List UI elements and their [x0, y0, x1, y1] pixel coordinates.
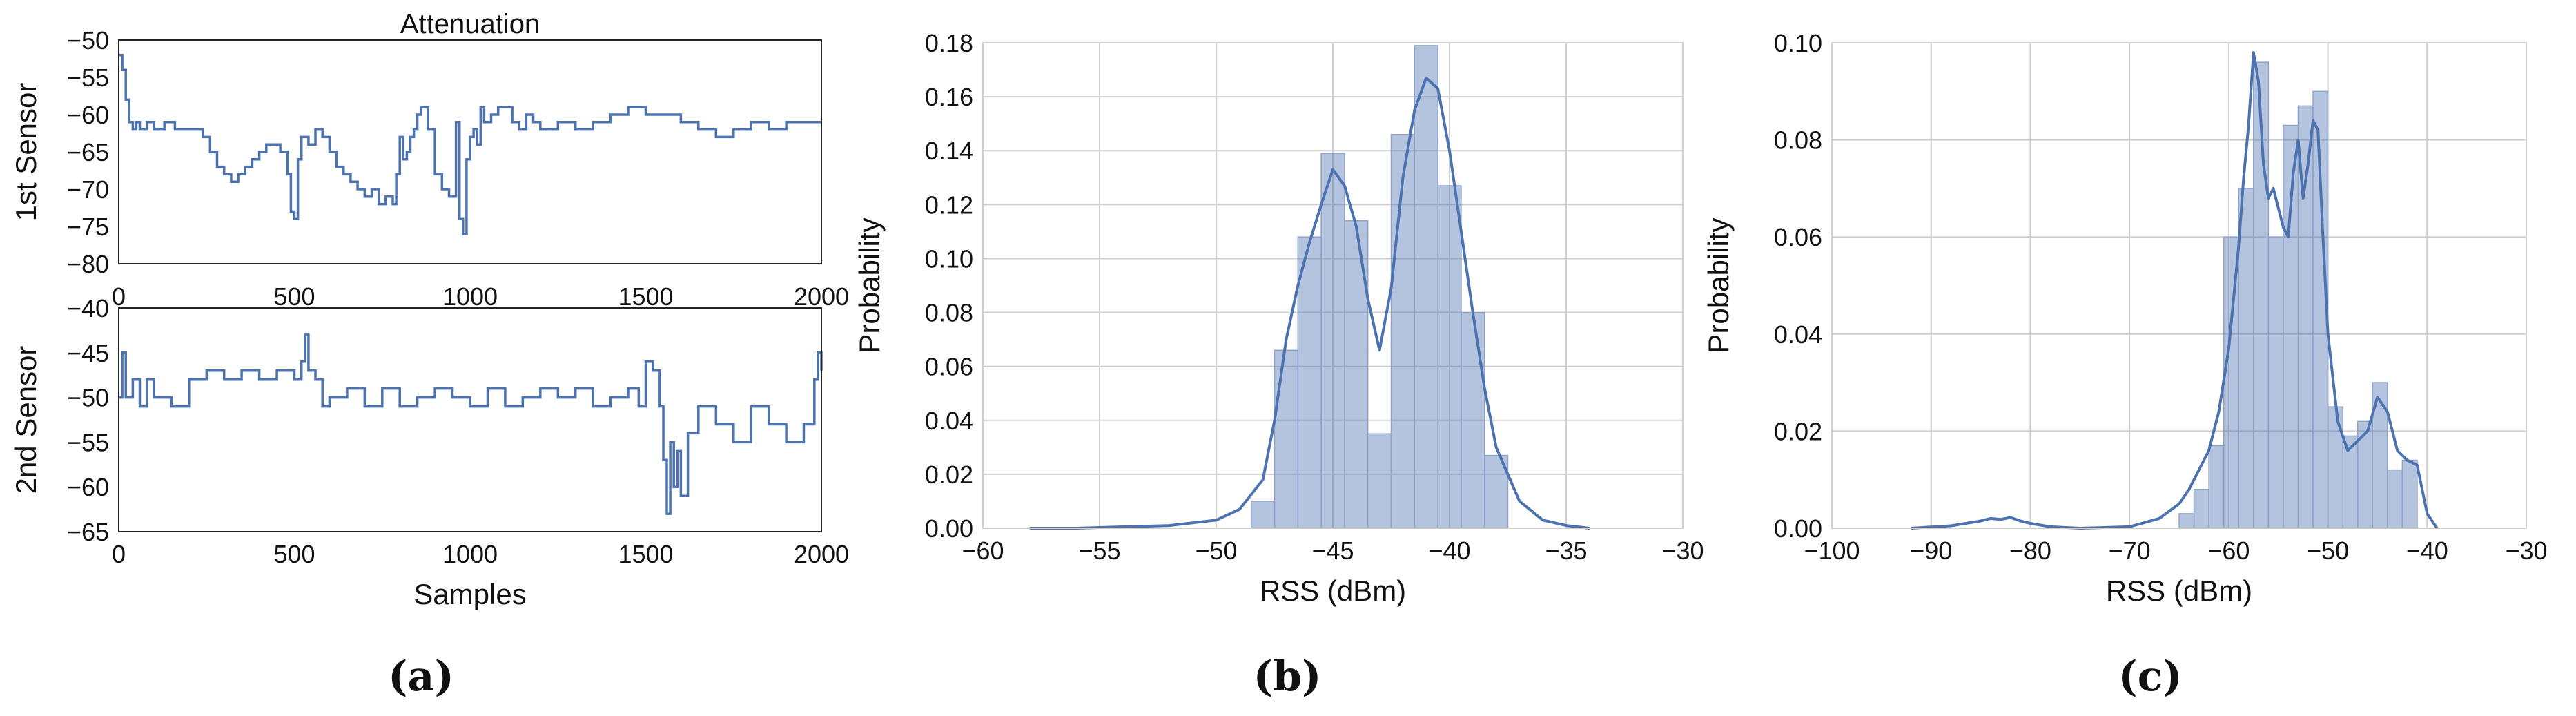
- xtick-label-2: 1000: [442, 540, 498, 568]
- xtick-label-1: −90: [1910, 536, 1952, 565]
- chart-title: Attenuation: [400, 9, 540, 39]
- bar-14: [2387, 469, 2403, 529]
- xtick-label-1: 500: [273, 282, 315, 311]
- bar-3: [1320, 153, 1345, 529]
- xtick-label-0: −60: [962, 536, 1004, 565]
- x-axis-label: Samples: [413, 578, 526, 610]
- xtick-label-3: 1500: [618, 282, 673, 311]
- bar-2: [2208, 445, 2225, 529]
- x-axis-label: RSS (dBm): [1260, 574, 1406, 607]
- ytick-label-2: 0.04: [925, 407, 973, 435]
- xtick-label-4: −40: [1428, 536, 1470, 565]
- panel-a-top-attenuation-1st-sensor: −80 −75 −70 −65 −60 −55 −50 0 500 1000 1500 2000 1st…: [10, 9, 849, 311]
- bar-6: [2267, 236, 2284, 529]
- ytick-label-4: −45: [67, 339, 109, 367]
- xtick-label-2: −80: [2009, 536, 2051, 565]
- ytick-label-5: 0.10: [1774, 29, 1822, 57]
- ytick-label-1: −75: [67, 213, 109, 241]
- xtick-label-6: −40: [2406, 536, 2448, 565]
- bar-5: [1367, 433, 1392, 529]
- y-axis-label: 1st Sensor: [10, 83, 42, 222]
- ytick-label-4: −60: [67, 101, 109, 129]
- bar-0: [1250, 501, 1276, 529]
- ytick-label-5: 0.10: [925, 244, 973, 273]
- ytick-label-0: 0.00: [925, 514, 973, 543]
- bar-6: [1390, 134, 1416, 529]
- bar-1: [2193, 489, 2209, 529]
- ytick-label-7: 0.14: [925, 137, 973, 165]
- plot-frame: [982, 42, 1684, 529]
- ytick-label-3: 0.06: [925, 353, 973, 381]
- bar-2: [1297, 236, 1322, 529]
- xtick-label-3: 1500: [618, 540, 673, 568]
- xtick-label-5: −35: [1545, 536, 1587, 565]
- y-axis-label: Probability: [853, 217, 886, 353]
- caption-b: (b): [1253, 652, 1322, 701]
- ytick-label-1: 0.02: [925, 461, 973, 489]
- xtick-label-2: −50: [1195, 536, 1237, 565]
- bar-10: [2327, 406, 2343, 529]
- bar-7: [1414, 45, 1438, 529]
- bar-4: [1344, 220, 1369, 529]
- xtick-label-0: 0: [112, 540, 126, 568]
- plot-frame: [1831, 42, 2527, 529]
- ytick-label-1: 0.02: [1774, 417, 1822, 445]
- ytick-label-3: 0.06: [1774, 223, 1822, 251]
- ytick-label-4: 0.08: [925, 299, 973, 327]
- kde-line: [1911, 51, 2439, 530]
- xtick-label-4: 2000: [794, 282, 849, 311]
- ytick-label-2: 0.04: [1774, 320, 1822, 349]
- bar-1: [1274, 349, 1299, 529]
- series-line-0: [119, 53, 821, 235]
- y-axis-label: Probability: [1702, 217, 1735, 353]
- caption-c: (c): [2118, 652, 2182, 701]
- ytick-label-0: −80: [67, 250, 109, 278]
- bar-4: [2238, 188, 2254, 529]
- ytick-label-3: −65: [67, 138, 109, 166]
- xtick-label-1: 500: [273, 540, 315, 568]
- xtick-label-4: −60: [2207, 536, 2250, 565]
- ytick-label-4: 0.08: [1774, 126, 1822, 155]
- ytick-label-2: −55: [67, 428, 109, 456]
- plot-frame: [118, 307, 822, 532]
- ytick-label-3: −50: [67, 384, 109, 412]
- series-line-0: [119, 333, 823, 515]
- xtick-label-3: −70: [2109, 536, 2151, 565]
- bar-15: [2401, 459, 2418, 529]
- x-axis-label: RSS (dBm): [2106, 574, 2252, 607]
- bar-0: [2178, 513, 2195, 529]
- xtick-label-3: −45: [1311, 536, 1354, 565]
- bar-9: [1461, 311, 1485, 529]
- bar-8: [1437, 185, 1462, 529]
- kde-line: [1029, 76, 1590, 530]
- panel-a-bottom-2nd-sensor: −65 −60 −55 −50 −45 −40 0 500 1000 1500 2000 Sample…: [10, 294, 849, 610]
- xtick-label-2: 1000: [442, 282, 498, 311]
- ytick-label-9: 0.18: [925, 29, 973, 57]
- ytick-label-8: 0.16: [925, 83, 973, 111]
- panel-b-rss-histogram: 0.00 0.02 0.04 0.06 0.08 0.10 0.12 0.14 0.16 0.18…: [853, 29, 1704, 607]
- ytick-label-0: −65: [67, 518, 109, 546]
- ytick-label-5: −55: [67, 64, 109, 92]
- ytick-label-0: 0.00: [1774, 514, 1822, 543]
- bar-7: [2283, 124, 2299, 529]
- ytick-label-6: −50: [67, 26, 109, 55]
- ytick-label-5: −40: [67, 294, 109, 322]
- xtick-label-7: −30: [2505, 536, 2547, 565]
- xtick-label-1: −55: [1078, 536, 1120, 565]
- ytick-label-2: −70: [67, 175, 109, 204]
- panel-c-rss-histogram: 0.00 0.02 0.04 0.06 0.08 0.10 −100 −90 −80 −70 −60…: [1702, 29, 2548, 607]
- xtick-label-0: −100: [1804, 536, 1860, 565]
- ytick-label-6: 0.12: [925, 191, 973, 219]
- xtick-label-4: 2000: [794, 540, 849, 568]
- plot-frame: [118, 39, 822, 264]
- xtick-label-5: −50: [2307, 536, 2349, 565]
- y-axis-label: 2nd Sensor: [10, 346, 42, 494]
- xtick-label-6: −30: [1661, 536, 1704, 565]
- ytick-label-1: −60: [67, 473, 109, 501]
- caption-a: (a): [388, 652, 454, 701]
- xtick-label-0: 0: [112, 282, 126, 311]
